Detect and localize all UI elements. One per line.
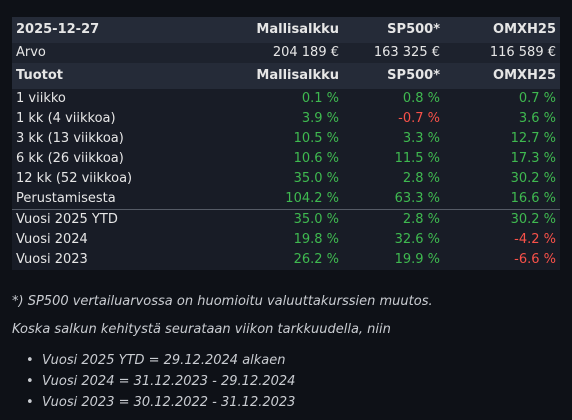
table-row: Vuosi 2024 19.8 % 32.6 % -4.2 %: [12, 230, 560, 250]
cell-mallisalkku: 0.1 %: [301, 91, 339, 106]
row-label: 12 kk (52 viikkoa): [16, 171, 133, 186]
value-sp500: 163 325 €: [373, 45, 440, 60]
header-date: 2025-12-27: [16, 22, 100, 37]
cell-sp500: 63.3 %: [394, 191, 440, 206]
table-row: Perustamisesta 104.2 % 63.3 % 16.6 %: [12, 189, 560, 209]
row-label: Vuosi 2024: [16, 232, 88, 247]
cell-omxh25: -6.6 %: [514, 252, 556, 267]
row-label: 6 kk (26 viikkoa): [16, 151, 124, 166]
table-row: 1 kk (4 viikkoa) 3.9 % -0.7 % 3.6 %: [12, 109, 560, 129]
table-header-returns: Tuotot Mallisalkku SP500* OMXH25: [12, 63, 560, 89]
cell-omxh25: 0.7 %: [518, 91, 556, 106]
intro-text: Koska salkun kehitystä seurataan viikon …: [12, 322, 391, 337]
cell-omxh25: 30.2 %: [510, 171, 556, 186]
cell-sp500: 2.8 %: [402, 171, 440, 186]
cell-omxh25: 17.3 %: [510, 151, 556, 166]
header-col-sp500: SP500*: [387, 22, 440, 37]
value-mallisalkku: 204 189 €: [272, 45, 339, 60]
cell-sp500: -0.7 %: [398, 111, 440, 126]
row-label: Vuosi 2025 YTD: [16, 212, 118, 227]
header2-col-mallisalkku: Mallisalkku: [256, 68, 339, 83]
cell-mallisalkku: 104.2 %: [285, 191, 339, 206]
cell-sp500: 0.8 %: [402, 91, 440, 106]
table-row: 1 viikko 0.1 % 0.8 % 0.7 %: [12, 89, 560, 109]
returns-body: 1 viikko 0.1 % 0.8 % 0.7 % 1 kk (4 viikkoa) 3…: [12, 89, 560, 209]
footnote: *) SP500 vertailuarvossa on huomioitu va…: [12, 294, 433, 309]
cell-sp500: 3.3 %: [402, 131, 440, 146]
cell-mallisalkku: 10.5 %: [293, 131, 339, 146]
header2-col-omxh25: OMXH25: [493, 68, 556, 83]
cell-mallisalkku: 10.6 %: [293, 151, 339, 166]
cell-mallisalkku: 26.2 %: [293, 252, 339, 267]
table-row: Vuosi 2025 YTD 35.0 % 2.8 % 30.2 %: [12, 209, 560, 230]
value-omxh25: 116 589 €: [489, 45, 556, 60]
period-item: • Vuosi 2023 = 30.12.2022 - 31.12.2023: [24, 392, 295, 413]
cell-mallisalkku: 35.0 %: [293, 212, 339, 227]
cell-sp500: 11.5 %: [394, 151, 440, 166]
cell-sp500: 32.6 %: [394, 232, 440, 247]
cell-omxh25: 30.2 %: [510, 212, 556, 227]
cell-mallisalkku: 19.8 %: [293, 232, 339, 247]
table-header-date: 2025-12-27 Mallisalkku SP500* OMXH25: [12, 17, 560, 43]
table-row: 6 kk (26 viikkoa) 10.6 % 11.5 % 17.3 %: [12, 149, 560, 169]
header-returns-label: Tuotot: [16, 68, 63, 83]
value-row: Arvo 204 189 € 163 325 € 116 589 €: [12, 43, 560, 63]
row-label: 3 kk (13 viikkoa): [16, 131, 124, 146]
header2-col-sp500: SP500*: [387, 68, 440, 83]
cell-mallisalkku: 35.0 %: [293, 171, 339, 186]
cell-sp500: 2.8 %: [402, 212, 440, 227]
years-body: Vuosi 2025 YTD 35.0 % 2.8 % 30.2 % Vuosi 202…: [12, 209, 560, 270]
period-list: • Vuosi 2025 YTD = 29.12.2024 alkaen • Vuo…: [24, 350, 295, 413]
table-row: 3 kk (13 viikkoa) 10.5 % 3.3 % 12.7 %: [12, 129, 560, 149]
cell-omxh25: 3.6 %: [518, 111, 556, 126]
cell-sp500: 19.9 %: [394, 252, 440, 267]
cell-omxh25: -4.2 %: [514, 232, 556, 247]
cell-mallisalkku: 3.9 %: [301, 111, 339, 126]
header-col-omxh25: OMXH25: [493, 22, 556, 37]
row-label: 1 kk (4 viikkoa): [16, 111, 116, 126]
bullet-icon: •: [26, 395, 34, 410]
value-label: Arvo: [16, 45, 46, 60]
period-item: • Vuosi 2024 = 31.12.2023 - 29.12.2024: [24, 371, 295, 392]
header-col-mallisalkku: Mallisalkku: [256, 22, 339, 37]
cell-omxh25: 12.7 %: [510, 131, 556, 146]
bullet-icon: •: [26, 374, 34, 389]
table-row: Vuosi 2023 26.2 % 19.9 % -6.6 %: [12, 250, 560, 270]
row-label: Vuosi 2023: [16, 252, 88, 267]
table-row: 12 kk (52 viikkoa) 35.0 % 2.8 % 30.2 %: [12, 169, 560, 189]
period-item: • Vuosi 2025 YTD = 29.12.2024 alkaen: [24, 350, 295, 371]
cell-omxh25: 16.6 %: [510, 191, 556, 206]
returns-table: 2025-12-27 Mallisalkku SP500* OMXH25 Arv…: [12, 17, 560, 270]
bullet-icon: •: [26, 353, 34, 368]
row-label: 1 viikko: [16, 91, 66, 106]
row-label: Perustamisesta: [16, 191, 116, 206]
